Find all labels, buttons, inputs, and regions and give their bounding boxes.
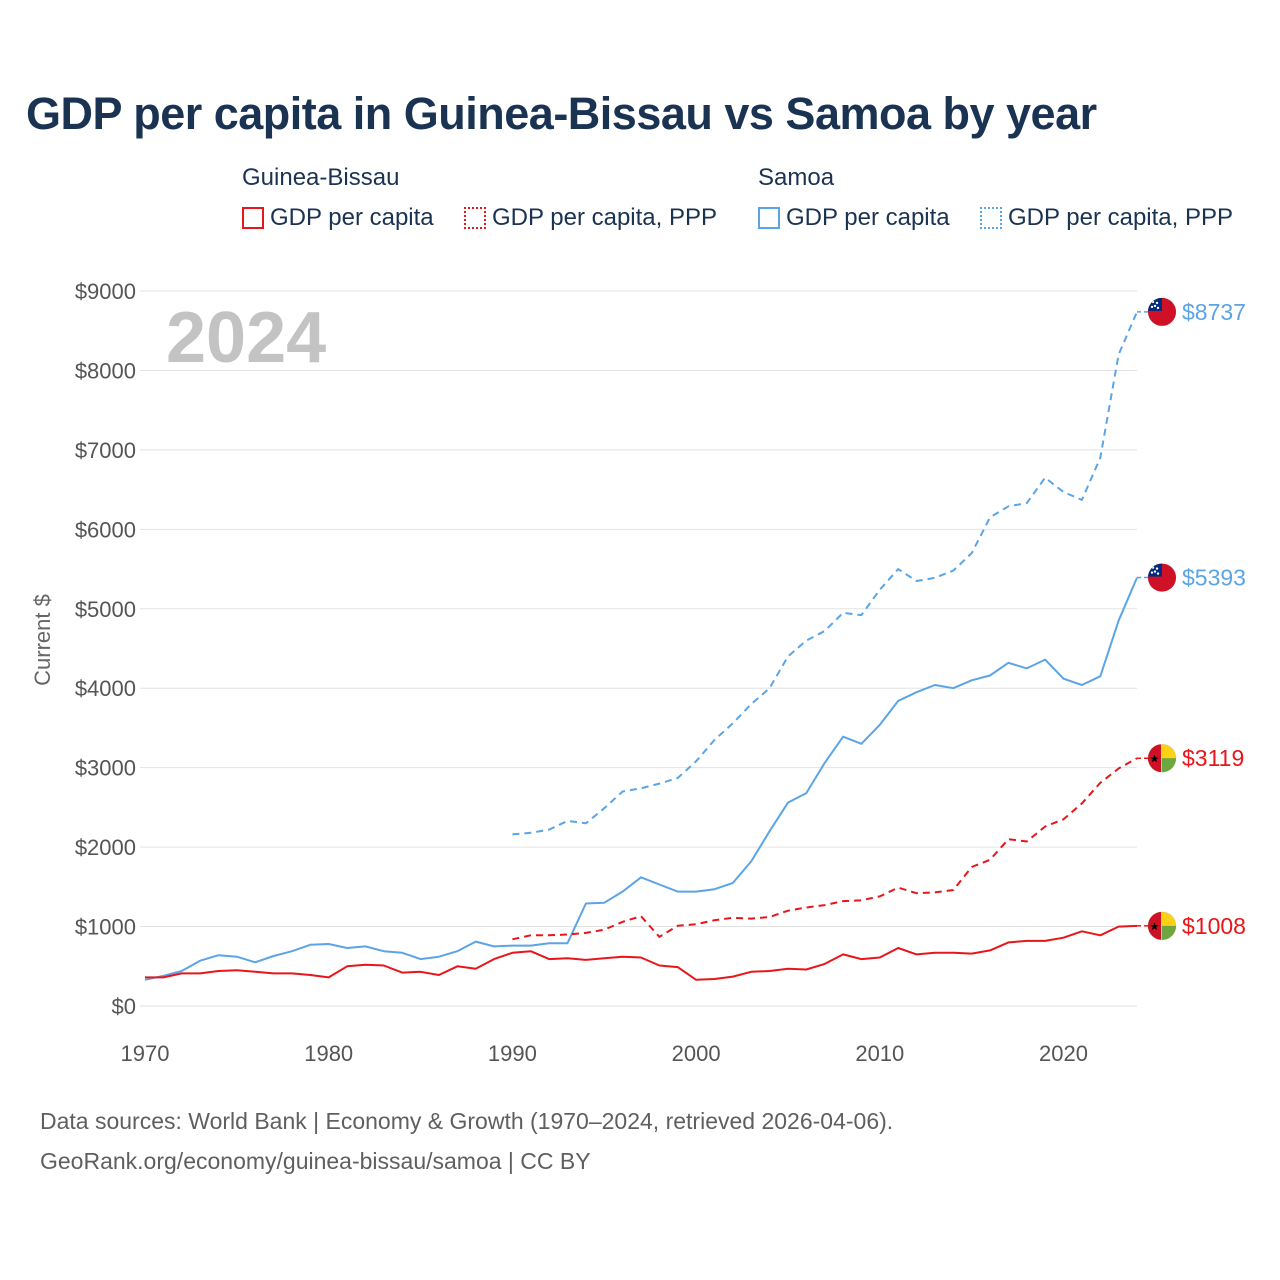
legend-item-label: GDP per capita [270,204,434,231]
footer-credit: GeoRank.org/economy/guinea-bissau/samoa … [40,1148,591,1174]
legend-item-label: GDP per capita [786,204,950,231]
x-tick-label: 2020 [1039,1041,1088,1066]
series-line-guinea-bissau-gdp-per-capita[interactable] [145,924,1138,981]
y-tick-label: $3000 [75,756,136,781]
y-tick-label: $6000 [75,517,136,542]
y-tick-label: $8000 [75,358,136,383]
x-tick-label: 1970 [121,1041,170,1066]
legend-group-guinea-bissau: Guinea-Bissau [242,164,400,191]
series-line-guinea-bissau-gdp-per-capita-ppp[interactable] [512,757,1138,941]
y-tick-label: $9000 [75,279,136,304]
y-tick-label: $7000 [75,438,136,463]
solid-line-swatch-icon [242,207,264,229]
guinea-bissau-flag-icon [1147,743,1177,773]
legend-item-label: GDP per capita, PPP [1008,204,1233,231]
series-line-samoa-gdp-per-capita[interactable] [144,577,1138,981]
y-tick-label: $5000 [75,597,136,622]
series [144,311,1138,981]
y-tick-label: $1000 [75,915,136,940]
samoa-flag-icon [1147,297,1177,327]
legend-item-samoa-ppp[interactable]: GDP per capita, PPP [980,204,1233,232]
end-value-label: $3119 [1182,745,1244,771]
y-tick-label: $2000 [75,835,136,860]
legend-item-gb-ppp[interactable]: GDP per capita, PPP [464,204,717,232]
footer-sources: Data sources: World Bank | Economy & Gro… [40,1108,894,1134]
legend-item-samoa-gdp[interactable]: GDP per capita [758,204,950,232]
x-tick-label: 1980 [304,1041,353,1066]
y-tick-label: $4000 [75,676,136,701]
end-value-label: $1008 [1182,913,1246,939]
series-line-samoa-gdp-per-capita-ppp[interactable] [512,311,1138,836]
end-labels: $8737 $5393 $3119 $1008 [1137,297,1246,941]
dotted-line-swatch-icon [980,207,1002,229]
legend-item-gb-gdp[interactable]: GDP per capita [242,204,434,232]
year-watermark: 2024 [166,298,326,378]
chart-title: GDP per capita in Guinea-Bissau vs Samoa… [26,88,1097,139]
legend-group-samoa: Samoa [758,164,835,191]
y-axis-label: Current $ [30,594,55,686]
axes: $0 $1000 $2000 $3000 $4000 $5000 $6000 $7000 $80… [75,279,1088,1066]
x-tick-label: 2000 [672,1041,721,1066]
gridlines [140,290,1137,1007]
y-tick-label: $0 [112,994,136,1019]
x-tick-label: 1990 [488,1041,537,1066]
samoa-flag-icon [1147,563,1177,593]
solid-line-swatch-icon [758,207,780,229]
guinea-bissau-flag-icon [1147,911,1177,941]
end-value-label: $8737 [1182,299,1246,325]
legend-item-label: GDP per capita, PPP [492,204,717,231]
end-value-label: $5393 [1182,565,1246,591]
dotted-line-swatch-icon [464,207,486,229]
x-tick-label: 2010 [855,1041,904,1066]
